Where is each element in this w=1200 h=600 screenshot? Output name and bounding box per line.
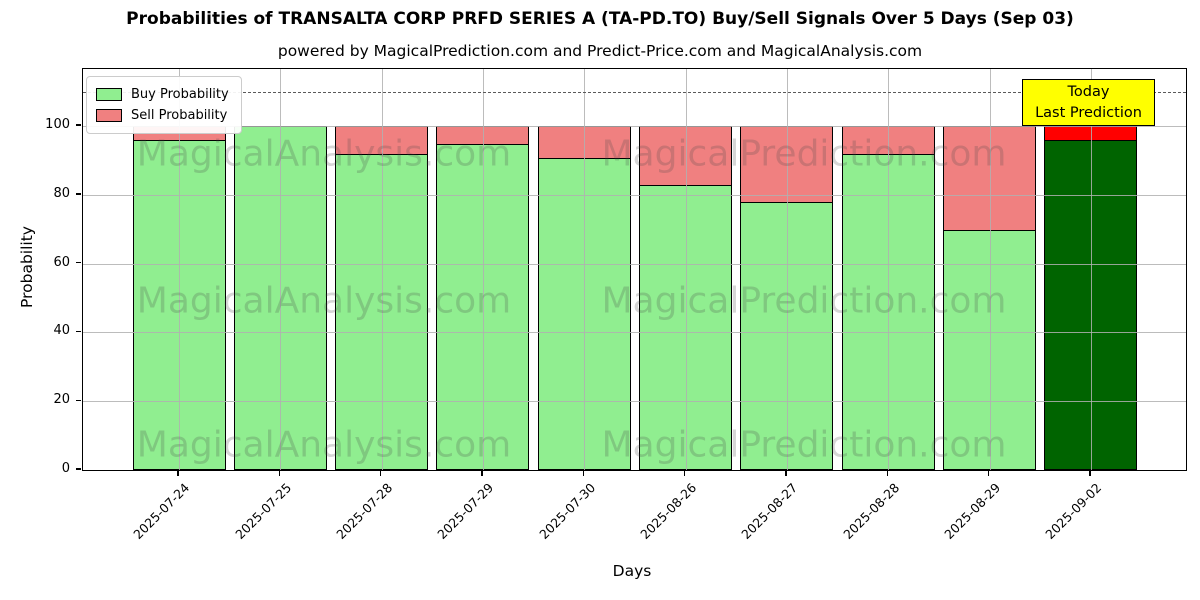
y-tick-mark [76, 261, 81, 264]
threshold-dashed-line [83, 91, 1186, 93]
y-tick-mark [76, 193, 81, 195]
x-tick-label: 2025-08-28 [839, 480, 902, 542]
x-tick-mark [379, 470, 382, 476]
vertical-gridline [989, 69, 991, 470]
y-tick-mark [76, 330, 81, 333]
y-tick-mark [76, 468, 81, 470]
x-tick-label: 2025-07-24 [130, 480, 193, 542]
x-tick-label: 2025-09-02 [1042, 480, 1105, 542]
x-tick-label: 2025-08-29 [941, 480, 1004, 542]
x-tick-label: 2025-07-25 [231, 480, 294, 542]
vertical-gridline [482, 69, 484, 470]
vertical-gridline [381, 69, 383, 470]
x-tick-mark [177, 470, 179, 476]
x-tick-label: 2025-07-30 [535, 480, 598, 542]
y-tick-label: 80 [53, 185, 70, 201]
x-tick-label: 2025-07-29 [434, 480, 497, 542]
y-tick-label: 40 [53, 323, 70, 339]
x-axis-label: Days [612, 562, 652, 580]
today-annotation: Today Last Prediction [1022, 79, 1155, 126]
x-tick-mark [683, 470, 686, 476]
today-annotation-line1: Today [1067, 83, 1110, 100]
vertical-gridline [685, 69, 687, 470]
x-tick-mark [987, 470, 990, 476]
vertical-gridline [280, 69, 282, 470]
vertical-gridline [786, 69, 788, 470]
buy-probability-swatch [96, 88, 122, 101]
horizontal-gridline [83, 332, 1186, 334]
x-tick-mark [481, 470, 483, 476]
x-tick-label: 2025-08-26 [637, 480, 700, 542]
legend-label-buy: Buy Probability [131, 87, 229, 102]
horizontal-gridline [83, 126, 1186, 128]
x-tick-label: 2025-07-28 [333, 480, 396, 542]
horizontal-gridline [83, 401, 1186, 403]
horizontal-gridline [83, 194, 1186, 196]
chart-legend: Buy Probability Sell Probability [86, 76, 242, 134]
vertical-gridline [179, 69, 180, 470]
y-tick-label: 20 [53, 392, 70, 408]
y-tick-label: 100 [45, 117, 70, 133]
y-tick-mark [76, 399, 81, 401]
chart-subtitle: powered by MagicalPrediction.com and Pre… [277, 42, 923, 60]
y-tick-label: 60 [53, 254, 70, 270]
x-tick-mark [1089, 470, 1091, 476]
legend-entry-buy: Buy Probability [96, 84, 229, 105]
today-annotation-line2: Last Prediction [1035, 104, 1142, 121]
vertical-gridline [1090, 69, 1092, 470]
plot-area: MagicalAnalysis.com MagicalPrediction.com… [82, 68, 1187, 471]
legend-label-sell: Sell Probability [131, 108, 228, 123]
x-tick-label: 2025-08-27 [738, 480, 801, 542]
legend-entry-sell: Sell Probability [96, 105, 229, 126]
chart-title: Probabilities of TRANSALTA CORP PRFD SER… [126, 9, 1074, 29]
x-tick-mark [886, 470, 888, 476]
horizontal-gridline [83, 263, 1186, 265]
vertical-gridline [888, 69, 890, 470]
y-tick-label: 0 [61, 461, 70, 476]
x-tick-mark [785, 470, 787, 476]
y-tick-mark [76, 124, 81, 126]
vertical-gridline [584, 69, 586, 470]
x-tick-mark [582, 470, 584, 476]
sell-probability-swatch [96, 109, 122, 122]
x-tick-mark [278, 470, 281, 476]
